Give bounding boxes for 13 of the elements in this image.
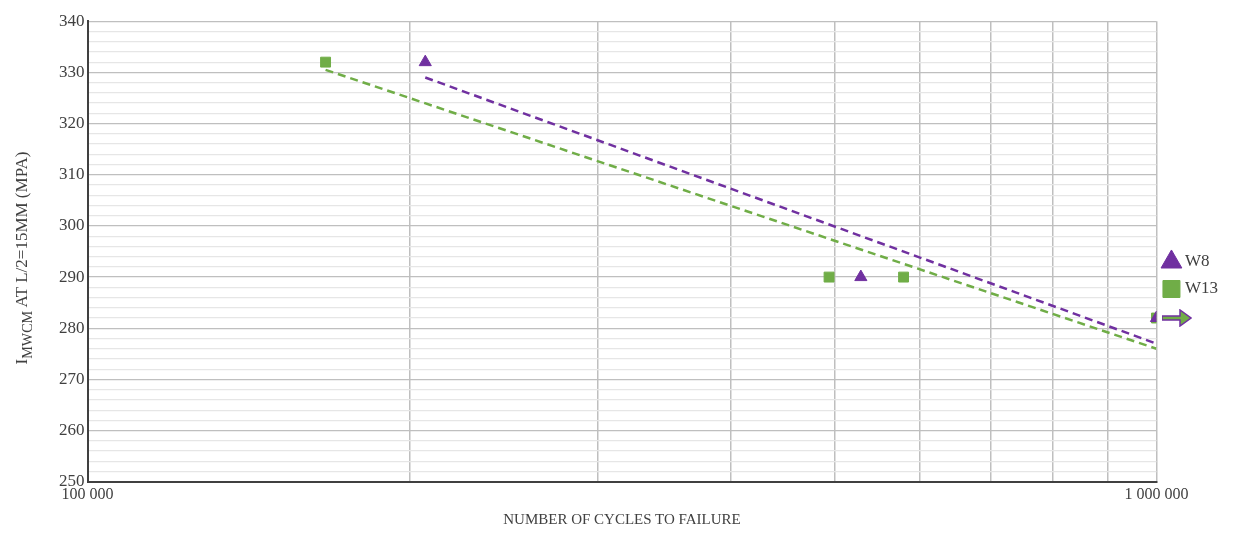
x-tick-label: 1 000 000 [1124, 484, 1189, 502]
y-tick-label: 300 [59, 215, 85, 235]
y-tick-label: 340 [59, 10, 85, 30]
y-tick-label: 290 [59, 266, 85, 286]
y-tick-label: 280 [59, 317, 85, 337]
x-axis-title: NUMBER OF CYCLES TO FAILURE [503, 510, 741, 527]
y-tick-label: 260 [59, 420, 85, 440]
legend-label: W8 [1184, 251, 1210, 271]
y-tick-label: 310 [59, 164, 85, 184]
y-tick-label: 270 [59, 368, 85, 388]
y-tick-label: 320 [59, 113, 85, 133]
legend-label: W13 [1184, 278, 1218, 298]
y-tick-label: 330 [59, 61, 85, 81]
